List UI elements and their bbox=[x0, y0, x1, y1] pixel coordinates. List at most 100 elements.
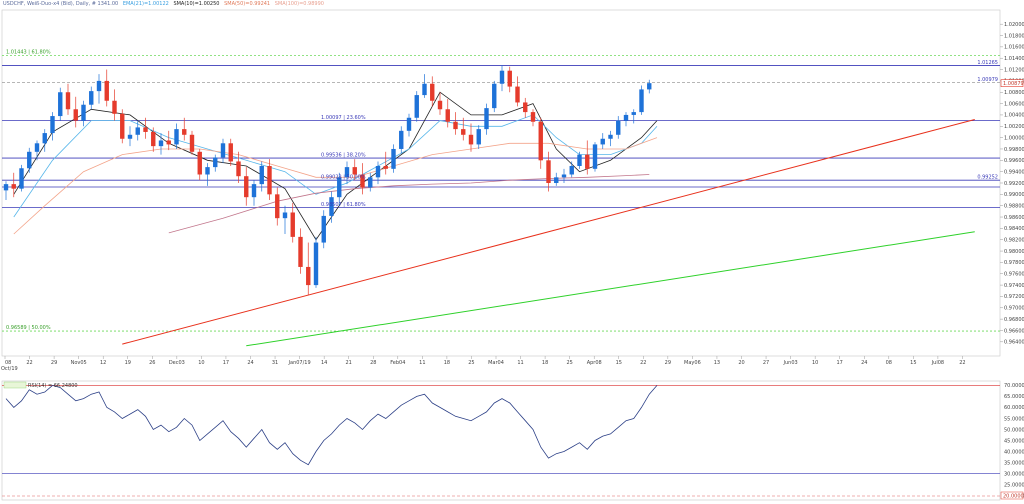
candle-body bbox=[577, 154, 582, 166]
time-tick-label: 26 bbox=[149, 360, 155, 366]
sma50-label: SMA(50)=0.99241 bbox=[224, 1, 271, 7]
candle-body bbox=[143, 127, 148, 132]
price-level-label: 0.99252 bbox=[977, 175, 998, 181]
candle-body bbox=[492, 83, 497, 109]
candle-body bbox=[344, 167, 350, 178]
price-tick-label: 0.99200 bbox=[1004, 181, 1024, 187]
candle-body bbox=[406, 117, 412, 131]
candle-body bbox=[135, 127, 140, 135]
price-tick-label: 1.00800 bbox=[1004, 90, 1024, 96]
ma-line-sma50 bbox=[13, 137, 658, 235]
candle-body bbox=[182, 129, 187, 135]
price-tick-label: 1.01400 bbox=[1004, 56, 1024, 62]
candle-body bbox=[158, 140, 164, 147]
time-tick-label: 17 bbox=[223, 360, 229, 366]
rsi-tick-label: 70.00000 bbox=[1004, 383, 1024, 389]
price-tick-label: 0.96600 bbox=[1004, 328, 1024, 334]
candle-body bbox=[189, 134, 195, 152]
time-tick-label: 31 bbox=[272, 360, 278, 366]
candle-body bbox=[352, 167, 357, 175]
sma100-label: SMA(100)=0.98990 bbox=[274, 1, 324, 7]
candle-body bbox=[600, 138, 605, 145]
candle-body bbox=[112, 100, 117, 114]
candle-body bbox=[484, 108, 489, 130]
candle-body bbox=[251, 184, 257, 198]
time-tick-label: 11 bbox=[419, 360, 425, 366]
candle-body bbox=[73, 109, 78, 121]
retracement-label: 1.00097 | 23.60% bbox=[321, 115, 366, 121]
candle-body bbox=[337, 177, 342, 198]
time-tick-label: Apr08 bbox=[587, 360, 602, 366]
price-tick-label: 0.97600 bbox=[1004, 272, 1024, 278]
chart-header: USDCHF, Weiß-Duo-x4 (Bid), Daily, # 1341… bbox=[3, 1, 327, 8]
current-price-label: 1.00879 bbox=[1003, 81, 1024, 87]
candle-body bbox=[592, 144, 598, 169]
candle-body bbox=[569, 165, 574, 175]
price-tick-label: 0.97400 bbox=[1004, 283, 1024, 289]
candle-body bbox=[298, 236, 303, 267]
time-tick-label: Jun03 bbox=[783, 360, 798, 366]
rsi-tick-label: 35.00000 bbox=[1004, 460, 1024, 466]
symbol-label: USDCHF, Weiß-Duo-x4 (Bid), Daily, # 1341… bbox=[3, 1, 119, 7]
candle-body bbox=[445, 109, 450, 122]
time-tick-label: 11 bbox=[517, 360, 523, 366]
price-tick-label: 0.97800 bbox=[1004, 260, 1024, 266]
candle-body bbox=[368, 177, 373, 188]
time-tick-label: 24 bbox=[247, 360, 253, 366]
candle-body bbox=[554, 177, 559, 183]
time-tick-label: 14 bbox=[321, 360, 327, 366]
candle-body bbox=[631, 112, 636, 115]
time-tick-label: 15 bbox=[910, 360, 916, 366]
candle-body bbox=[515, 86, 520, 103]
time-tick-label: 19 bbox=[125, 360, 131, 366]
rsi-tick-label: 45.00000 bbox=[1004, 438, 1024, 444]
candle-body bbox=[546, 160, 551, 183]
rsi-panel: 70.00000 65.00000 60.00000 55.00000 50.00000… bbox=[2, 381, 1024, 500]
candle-body bbox=[11, 184, 16, 189]
candle-body bbox=[267, 165, 272, 195]
rsi-bottom-tag bbox=[1000, 491, 1024, 500]
rsi-tick-label: 65.00000 bbox=[1004, 394, 1024, 400]
candle-body bbox=[96, 80, 102, 92]
rsi-panel-frame bbox=[1, 380, 1001, 501]
candle-body bbox=[616, 120, 621, 135]
fib-level-label: 1.01443 | 61.80% bbox=[6, 49, 51, 55]
fibonacci-layer bbox=[2, 54, 1000, 332]
price-tick-label: 1.00000 bbox=[1004, 135, 1024, 141]
candle-body bbox=[205, 167, 210, 175]
time-tick-label: 18 bbox=[444, 360, 450, 366]
rsi-tick-label: 50.00000 bbox=[1004, 427, 1024, 433]
candle-body bbox=[329, 197, 334, 216]
time-axis: 08 22 29 Nov05 12 19 26 Dec03 10 17 24 31 Jan07/19 14… bbox=[1, 356, 966, 372]
fib-level-label: 0.96589 | 50.00% bbox=[6, 325, 51, 331]
price-axis: 1.020001.018001.016001.014001.012001.010… bbox=[1000, 22, 1024, 346]
candle-body bbox=[468, 134, 474, 145]
time-tick-label: 22 bbox=[26, 360, 32, 366]
trendlines-layer bbox=[122, 118, 975, 347]
price-tick-label: 0.98000 bbox=[1004, 249, 1024, 255]
candle-body bbox=[538, 121, 543, 161]
price-tick-label: 0.99800 bbox=[1004, 147, 1024, 153]
candle-body bbox=[561, 174, 567, 178]
current-price-tag bbox=[1000, 79, 1024, 87]
price-tick-label: 1.00200 bbox=[1004, 124, 1024, 130]
time-tick-label: Oct/19 bbox=[1, 366, 18, 372]
candle-body bbox=[27, 151, 32, 169]
candle-body bbox=[530, 112, 536, 122]
candle-body bbox=[120, 113, 125, 139]
candle-body bbox=[306, 266, 311, 286]
rsi-line bbox=[5, 384, 658, 466]
time-tick-label: Feb04 bbox=[390, 360, 405, 366]
time-tick-label: Dec03 bbox=[169, 360, 185, 366]
candle-body bbox=[321, 215, 326, 243]
candle-body bbox=[166, 140, 171, 145]
time-tick-label: 21 bbox=[346, 360, 352, 366]
candle-body bbox=[259, 165, 264, 185]
candle-body bbox=[174, 129, 179, 145]
rsi-tick-label: 60.00000 bbox=[1004, 405, 1024, 411]
time-tick-label: Nov05 bbox=[71, 360, 87, 366]
rsi-header-label: RSI(14) = 66.24800 bbox=[28, 383, 78, 389]
candle-body bbox=[639, 89, 644, 113]
